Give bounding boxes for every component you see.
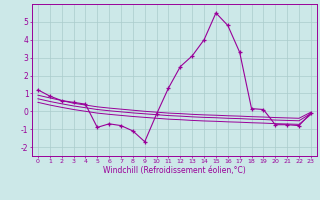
X-axis label: Windchill (Refroidissement éolien,°C): Windchill (Refroidissement éolien,°C) bbox=[103, 166, 246, 175]
